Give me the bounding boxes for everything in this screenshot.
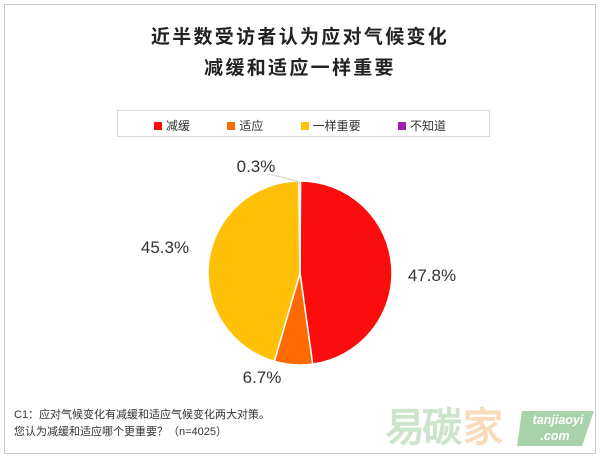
svg-text:家: 家 [463,406,503,450]
svg-text:.com: .com [540,429,569,443]
svg-text:易碳: 易碳 [385,406,463,450]
svg-text:tanjiaoyi: tanjiaoyi [533,413,584,427]
